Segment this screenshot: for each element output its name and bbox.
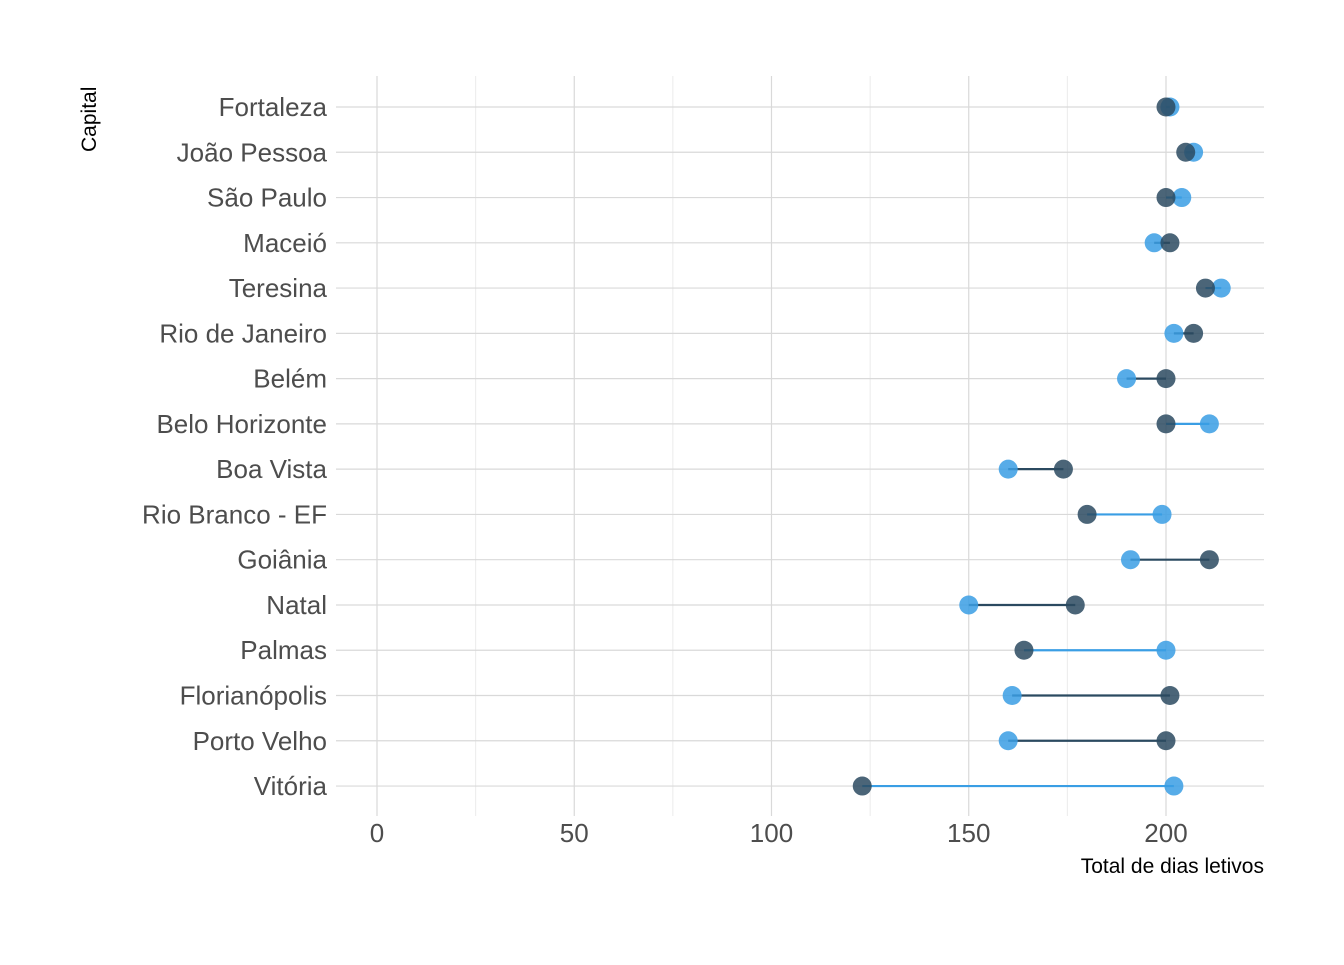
y-tick-label: Rio de Janeiro: [159, 318, 327, 348]
y-tick-label: Teresina: [229, 273, 328, 303]
y-tick-label: Maceió: [243, 228, 327, 258]
point-dark: [1156, 731, 1176, 751]
y-tick-label: João Pessoa: [177, 137, 328, 167]
point-dark: [1156, 414, 1176, 434]
point-light: [1144, 233, 1164, 253]
point-dark: [1160, 686, 1180, 706]
point-dark: [1176, 142, 1196, 162]
point-dark: [1195, 278, 1215, 298]
point-light: [1002, 686, 1022, 706]
y-tick-label: Natal: [266, 590, 327, 620]
x-tick-label: 200: [1144, 818, 1187, 848]
y-tick-label: Vitória: [254, 771, 328, 801]
point-dark: [1053, 459, 1073, 479]
x-axis-title: Total de dias letivos: [1080, 855, 1264, 878]
point-light: [1211, 278, 1231, 298]
point-dark: [1065, 595, 1085, 615]
point-light: [1164, 323, 1184, 343]
point-light: [1199, 414, 1219, 434]
y-tick-label: Palmas: [240, 635, 327, 665]
point-light: [1120, 550, 1140, 570]
point-dark: [1014, 640, 1034, 660]
y-tick-label: Porto Velho: [193, 726, 327, 756]
y-tick-label: Belo Horizonte: [156, 409, 327, 439]
point-light: [1156, 640, 1176, 660]
x-tick-label: 50: [560, 818, 589, 848]
y-tick-label: São Paulo: [207, 183, 327, 213]
y-tick-label: Boa Vista: [216, 454, 327, 484]
x-tick-label: 0: [370, 818, 384, 848]
y-axis-title: Capital: [78, 86, 101, 152]
y-tick-label: Goiânia: [237, 545, 327, 575]
x-tick-label: 100: [750, 818, 793, 848]
point-light: [998, 731, 1018, 751]
point-dark: [1199, 550, 1219, 570]
y-tick-label: Florianópolis: [180, 681, 327, 711]
point-light: [1164, 776, 1184, 796]
y-tick-label: Fortaleza: [219, 92, 328, 122]
y-tick-label: Rio Branco - EF: [142, 499, 327, 529]
point-dark: [1156, 188, 1176, 208]
point-light: [1117, 369, 1137, 389]
point-dark: [1156, 97, 1176, 117]
point-light: [998, 459, 1018, 479]
point-dark: [1156, 369, 1176, 389]
point-dark: [1077, 504, 1097, 524]
point-dark: [852, 776, 872, 796]
point-light: [959, 595, 979, 615]
y-tick-label: Belém: [253, 364, 327, 394]
point-dark: [1160, 233, 1180, 253]
point-light: [1172, 188, 1192, 208]
point-light: [1152, 504, 1172, 524]
x-tick-label: 150: [947, 818, 990, 848]
point-dark: [1184, 323, 1204, 343]
